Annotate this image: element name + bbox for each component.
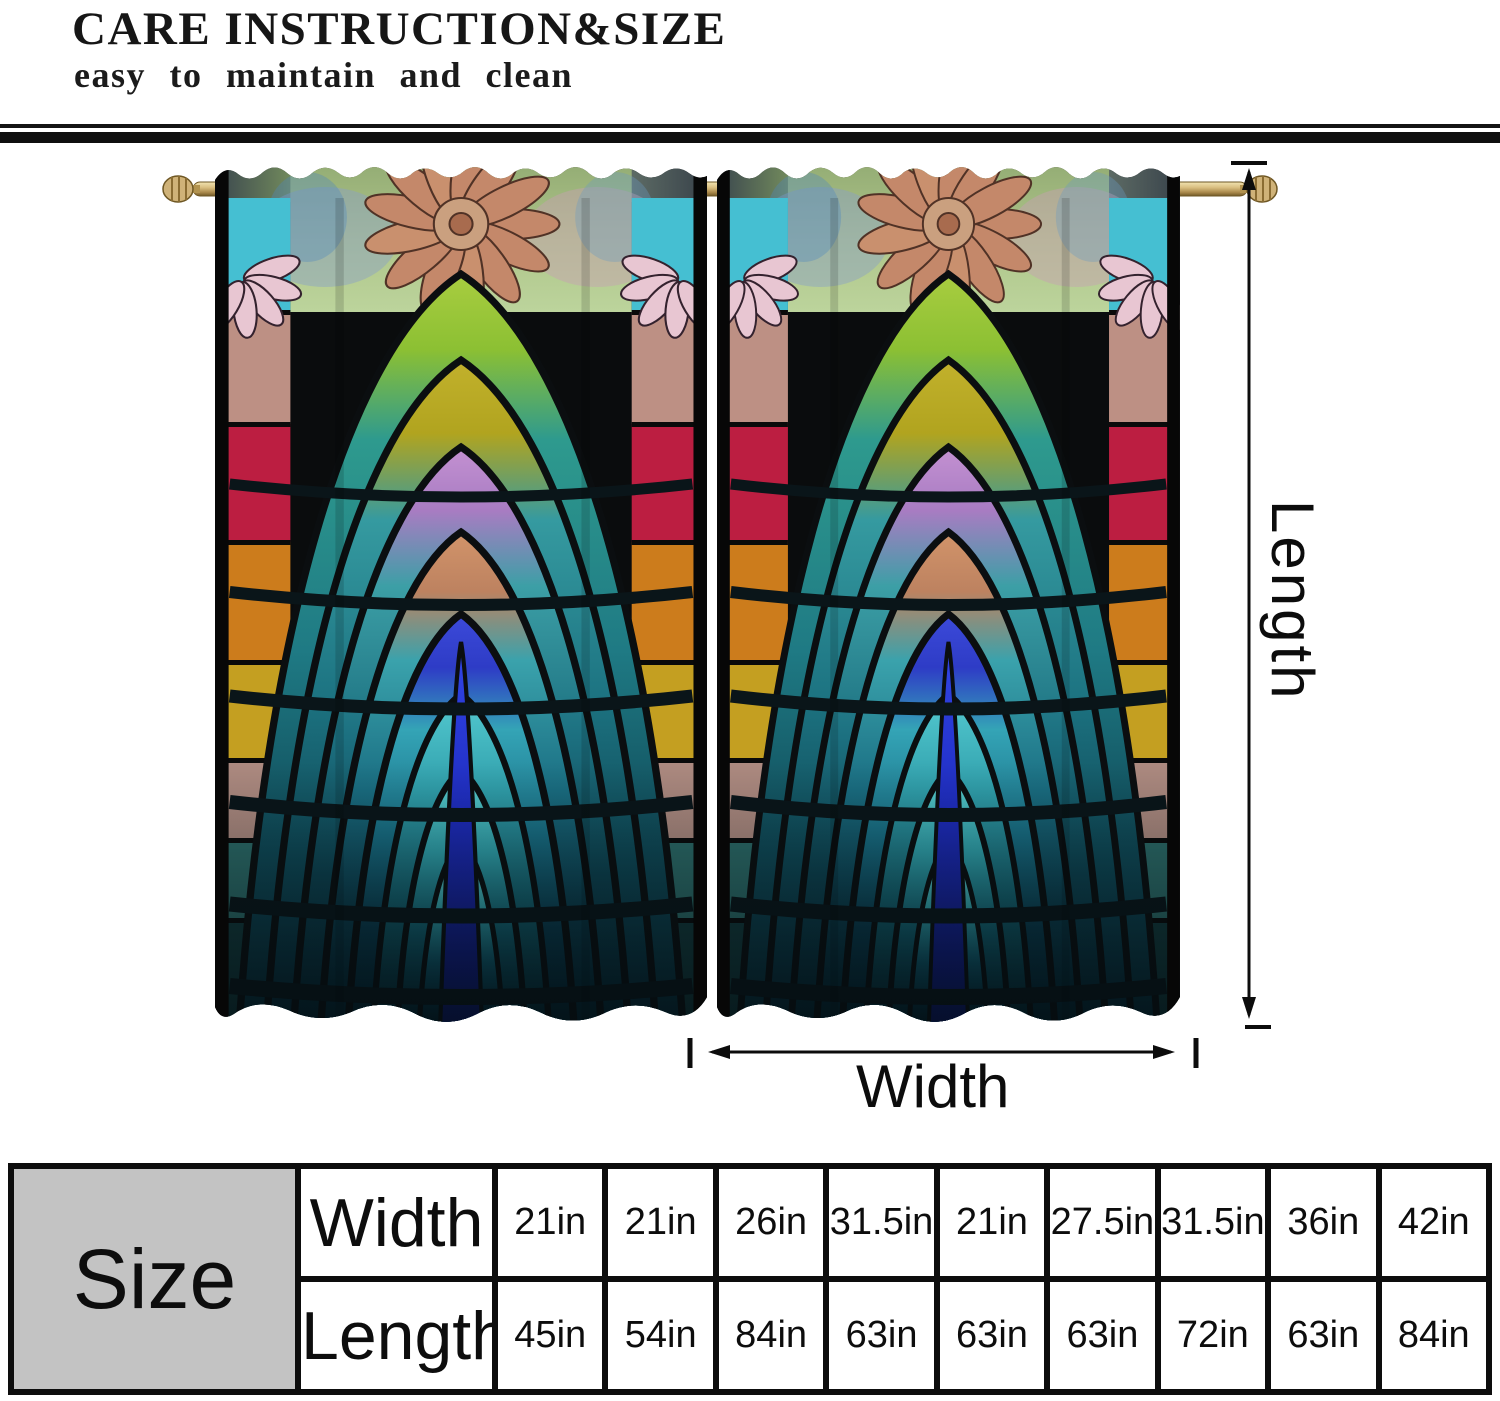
length-value: 84in [1375, 1276, 1492, 1395]
length-value: 63in [1265, 1276, 1382, 1395]
length-value: 72in [1154, 1276, 1272, 1395]
size-corner-cell: Size [8, 1163, 301, 1395]
divider-line-thick [0, 132, 1500, 143]
divider-line-thin [0, 124, 1500, 128]
length-value: 63in [933, 1276, 1051, 1395]
page-title: CARE INSTRUCTION&SIZE [72, 3, 727, 55]
width-value: 27.5in [1044, 1163, 1161, 1282]
page-subtitle: easy to maintain and clean [74, 55, 574, 95]
width-value: 21in [602, 1163, 719, 1282]
length-value: 63in [1044, 1276, 1161, 1395]
curtain-rod-finial-left [162, 175, 200, 203]
curtain-panel-right [705, 150, 1193, 1027]
length-value: 54in [602, 1276, 719, 1395]
length-value: 45in [491, 1276, 609, 1395]
width-row-label: Width [295, 1163, 498, 1282]
width-value: 26in [712, 1163, 830, 1282]
width-value: 21in [933, 1163, 1051, 1282]
length-dimension-label: Length [1259, 500, 1326, 702]
width-value: 21in [491, 1163, 609, 1282]
length-value: 63in [823, 1276, 940, 1395]
width-value: 36in [1265, 1163, 1382, 1282]
size-table: Size Width 21in 21in 26in 31.5in 21in 27… [8, 1163, 1492, 1395]
width-dimension-label: Width [856, 1053, 1010, 1120]
width-value: 31.5in [1154, 1163, 1272, 1282]
width-dimension-line [687, 1038, 1199, 1068]
width-value: 31.5in [823, 1163, 940, 1282]
curtain-panel-left [202, 150, 720, 1027]
curtain-scene [162, 150, 1278, 1068]
curtain-rod-finial-right [1240, 175, 1278, 203]
width-value: 42in [1375, 1163, 1492, 1282]
length-dimension-line [1231, 161, 1271, 1029]
length-row-label: Length [295, 1276, 498, 1395]
length-value: 84in [712, 1276, 830, 1395]
